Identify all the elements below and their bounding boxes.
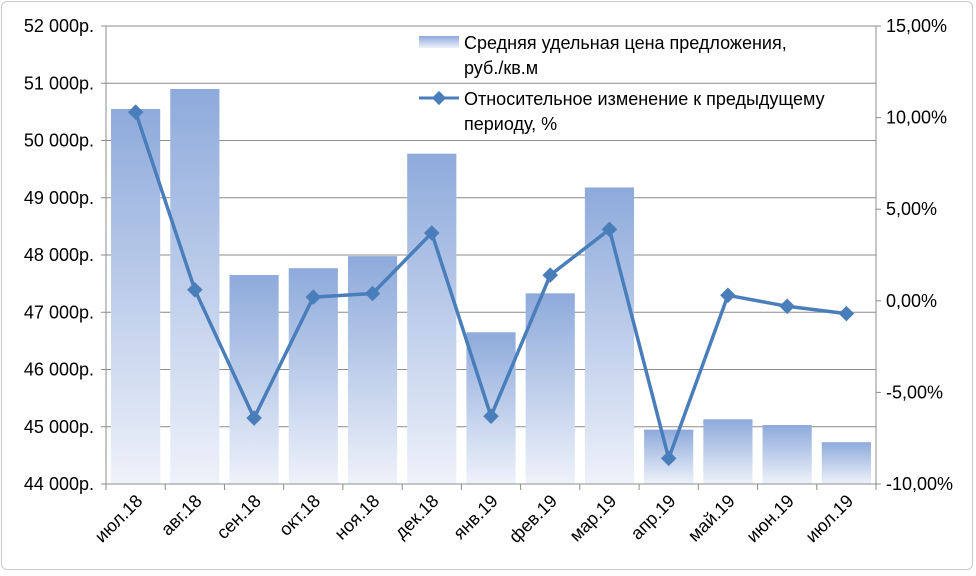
price-bar (466, 332, 516, 484)
change-point (187, 282, 203, 298)
legend-bar-label-line2: руб./кв.м (464, 58, 538, 78)
price-bar (821, 442, 871, 484)
right-tick-label: -10,00% (886, 474, 953, 494)
category-label: окт.18 (275, 491, 324, 540)
axes (101, 25, 881, 490)
category-label: дек.18 (391, 491, 443, 543)
category-label: мар.19 (566, 491, 621, 546)
change-point (127, 104, 144, 120)
price-bar (111, 109, 161, 484)
price-bar (703, 419, 753, 484)
left-tick-label: 52 000р. (24, 16, 94, 36)
change-point (838, 305, 855, 322)
legend-bar-label-line1: Средняя удельная цена предложения, (464, 33, 787, 53)
right-tick-label: -5,00% (886, 382, 943, 402)
category-label: июн.19 (742, 491, 798, 547)
category-label: фев.19 (505, 491, 561, 547)
left-tick-label: 45 000р. (24, 417, 94, 437)
change-point (779, 298, 795, 315)
category-label: сен.18 (213, 491, 265, 543)
legend-line-label-line1: Относительное изменение к предыдущему (464, 89, 825, 109)
category-label: май.19 (684, 491, 739, 546)
right-tick-label: 0,00% (886, 291, 937, 311)
category-label: авг.18 (157, 491, 206, 540)
left-tick-label: 51 000р. (24, 73, 94, 93)
left-tick-label: 44 000р. (24, 474, 94, 494)
change-point (601, 221, 618, 238)
left-axis-ticks: 44 000р. 45 000р. 46 000р. 47 000р. 48 000р.… (24, 16, 94, 494)
category-label: апр.19 (627, 491, 680, 544)
category-label: июл.18 (91, 491, 147, 547)
right-tick-label: 15,00% (886, 16, 947, 36)
left-tick-label: 50 000р. (24, 131, 94, 151)
bar-series (111, 88, 871, 485)
category-label: июл.19 (802, 491, 858, 547)
legend: Средняя удельная цена предложения, руб./… (419, 33, 825, 134)
legend-line-label-line2: периоду, % (464, 114, 557, 134)
right-axis-ticks: -10,00% -5,00% 0,00% 5,00% 10,00% 15,00% (886, 16, 953, 494)
change-point (720, 287, 736, 304)
category-label: янв.19 (449, 491, 502, 544)
change-point (423, 225, 440, 241)
category-label: ноя.18 (331, 491, 384, 544)
category-axis-labels: июл.18 авг.18 сен.18 окт.18 ноя.18 дек.18 янв.… (91, 491, 857, 547)
legend-line-marker (431, 90, 447, 106)
right-tick-label: 5,00% (886, 199, 937, 219)
price-bar (407, 153, 457, 485)
left-tick-label: 48 000р. (24, 245, 94, 265)
left-tick-label: 46 000р. (24, 360, 94, 380)
legend-bar-swatch (419, 36, 459, 48)
right-tick-label: 10,00% (886, 108, 947, 128)
left-tick-label: 49 000р. (24, 188, 94, 208)
price-bar (762, 425, 812, 484)
price-bar (525, 293, 575, 484)
left-tick-label: 47 000р. (24, 302, 94, 322)
